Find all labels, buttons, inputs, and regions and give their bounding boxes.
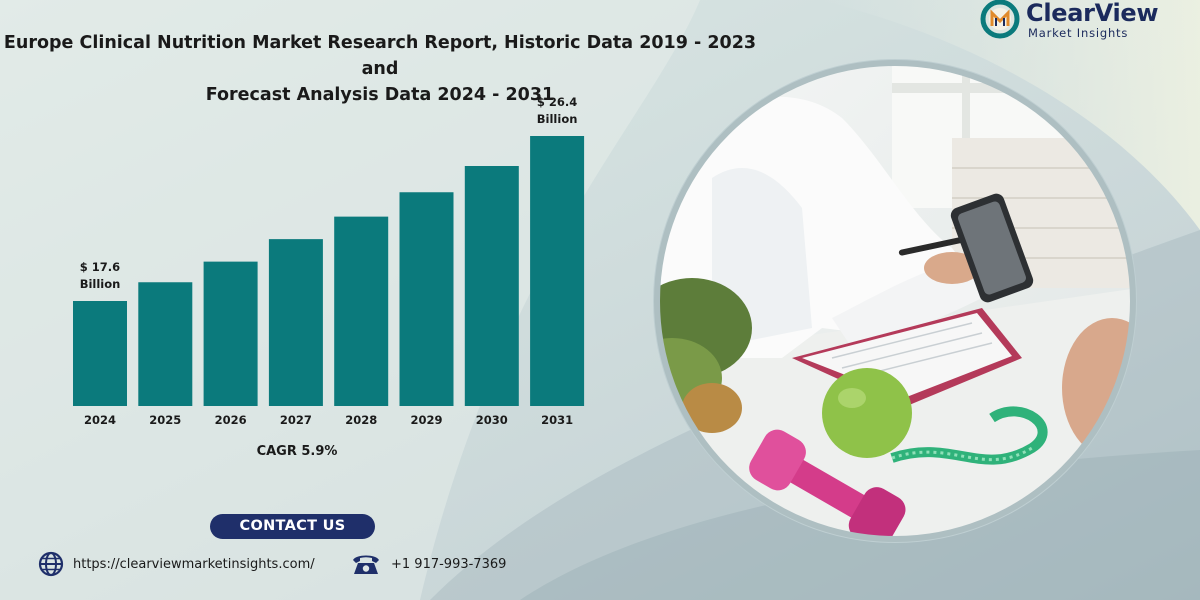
website-link[interactable]: https://clearviewmarketinsights.com/: [38, 551, 315, 577]
data-label-2031-2: Billion: [537, 112, 578, 126]
x-tick-label: 2028: [345, 413, 377, 427]
bar-2029: [399, 192, 454, 406]
data-label-2031-1: $ 26.4: [537, 95, 577, 109]
bar-2025: [138, 282, 193, 406]
title-line-2: Forecast Analysis Data 2024 - 2031: [205, 85, 555, 105]
x-tick-label: 2030: [476, 413, 508, 427]
bar-2028: [334, 216, 389, 406]
cagr-label: CAGR 5.9%: [256, 444, 338, 459]
bar-2030: [464, 166, 519, 406]
contact-us-button[interactable]: CONTACT US: [210, 514, 375, 539]
telephone-icon: [353, 555, 379, 574]
logo-tagline: Market Insights: [1028, 26, 1129, 40]
bar-2027: [268, 239, 323, 406]
clearview-logo[interactable]: ClearView Market Insights: [976, 0, 1200, 44]
website-url[interactable]: https://clearviewmarketinsights.com/: [73, 556, 315, 572]
globe-icon: [38, 551, 64, 577]
doctor-nutrition-photo: [653, 59, 1137, 543]
x-tick-label: 2026: [215, 413, 247, 427]
phone-number[interactable]: +1 917-993-7369: [391, 556, 507, 572]
page-title: Europe Clinical Nutrition Market Researc…: [0, 30, 760, 108]
data-label-2024-2: Billion: [80, 277, 121, 291]
bar-2024: [73, 301, 127, 406]
x-tick-label: 2025: [149, 413, 181, 427]
data-label-2024-1: $ 17.6: [80, 260, 120, 274]
bar-2031: [530, 136, 585, 406]
x-tick-label: 2024: [84, 413, 116, 427]
bar-2026: [203, 261, 258, 406]
x-tick-label: 2031: [541, 413, 573, 427]
title-line-1: Europe Clinical Nutrition Market Researc…: [3, 33, 757, 79]
bar-chart: 2024 $ 17.6 Billion 2025 2026 2027 2028 2029 203…: [73, 95, 585, 427]
x-tick-label: 2027: [280, 413, 312, 427]
logo-brand: ClearView: [1026, 0, 1159, 27]
x-tick-label: 2029: [410, 413, 442, 427]
cm-monogram-icon: [980, 0, 1020, 39]
phone-link[interactable]: +1 917-993-7369: [350, 551, 506, 577]
